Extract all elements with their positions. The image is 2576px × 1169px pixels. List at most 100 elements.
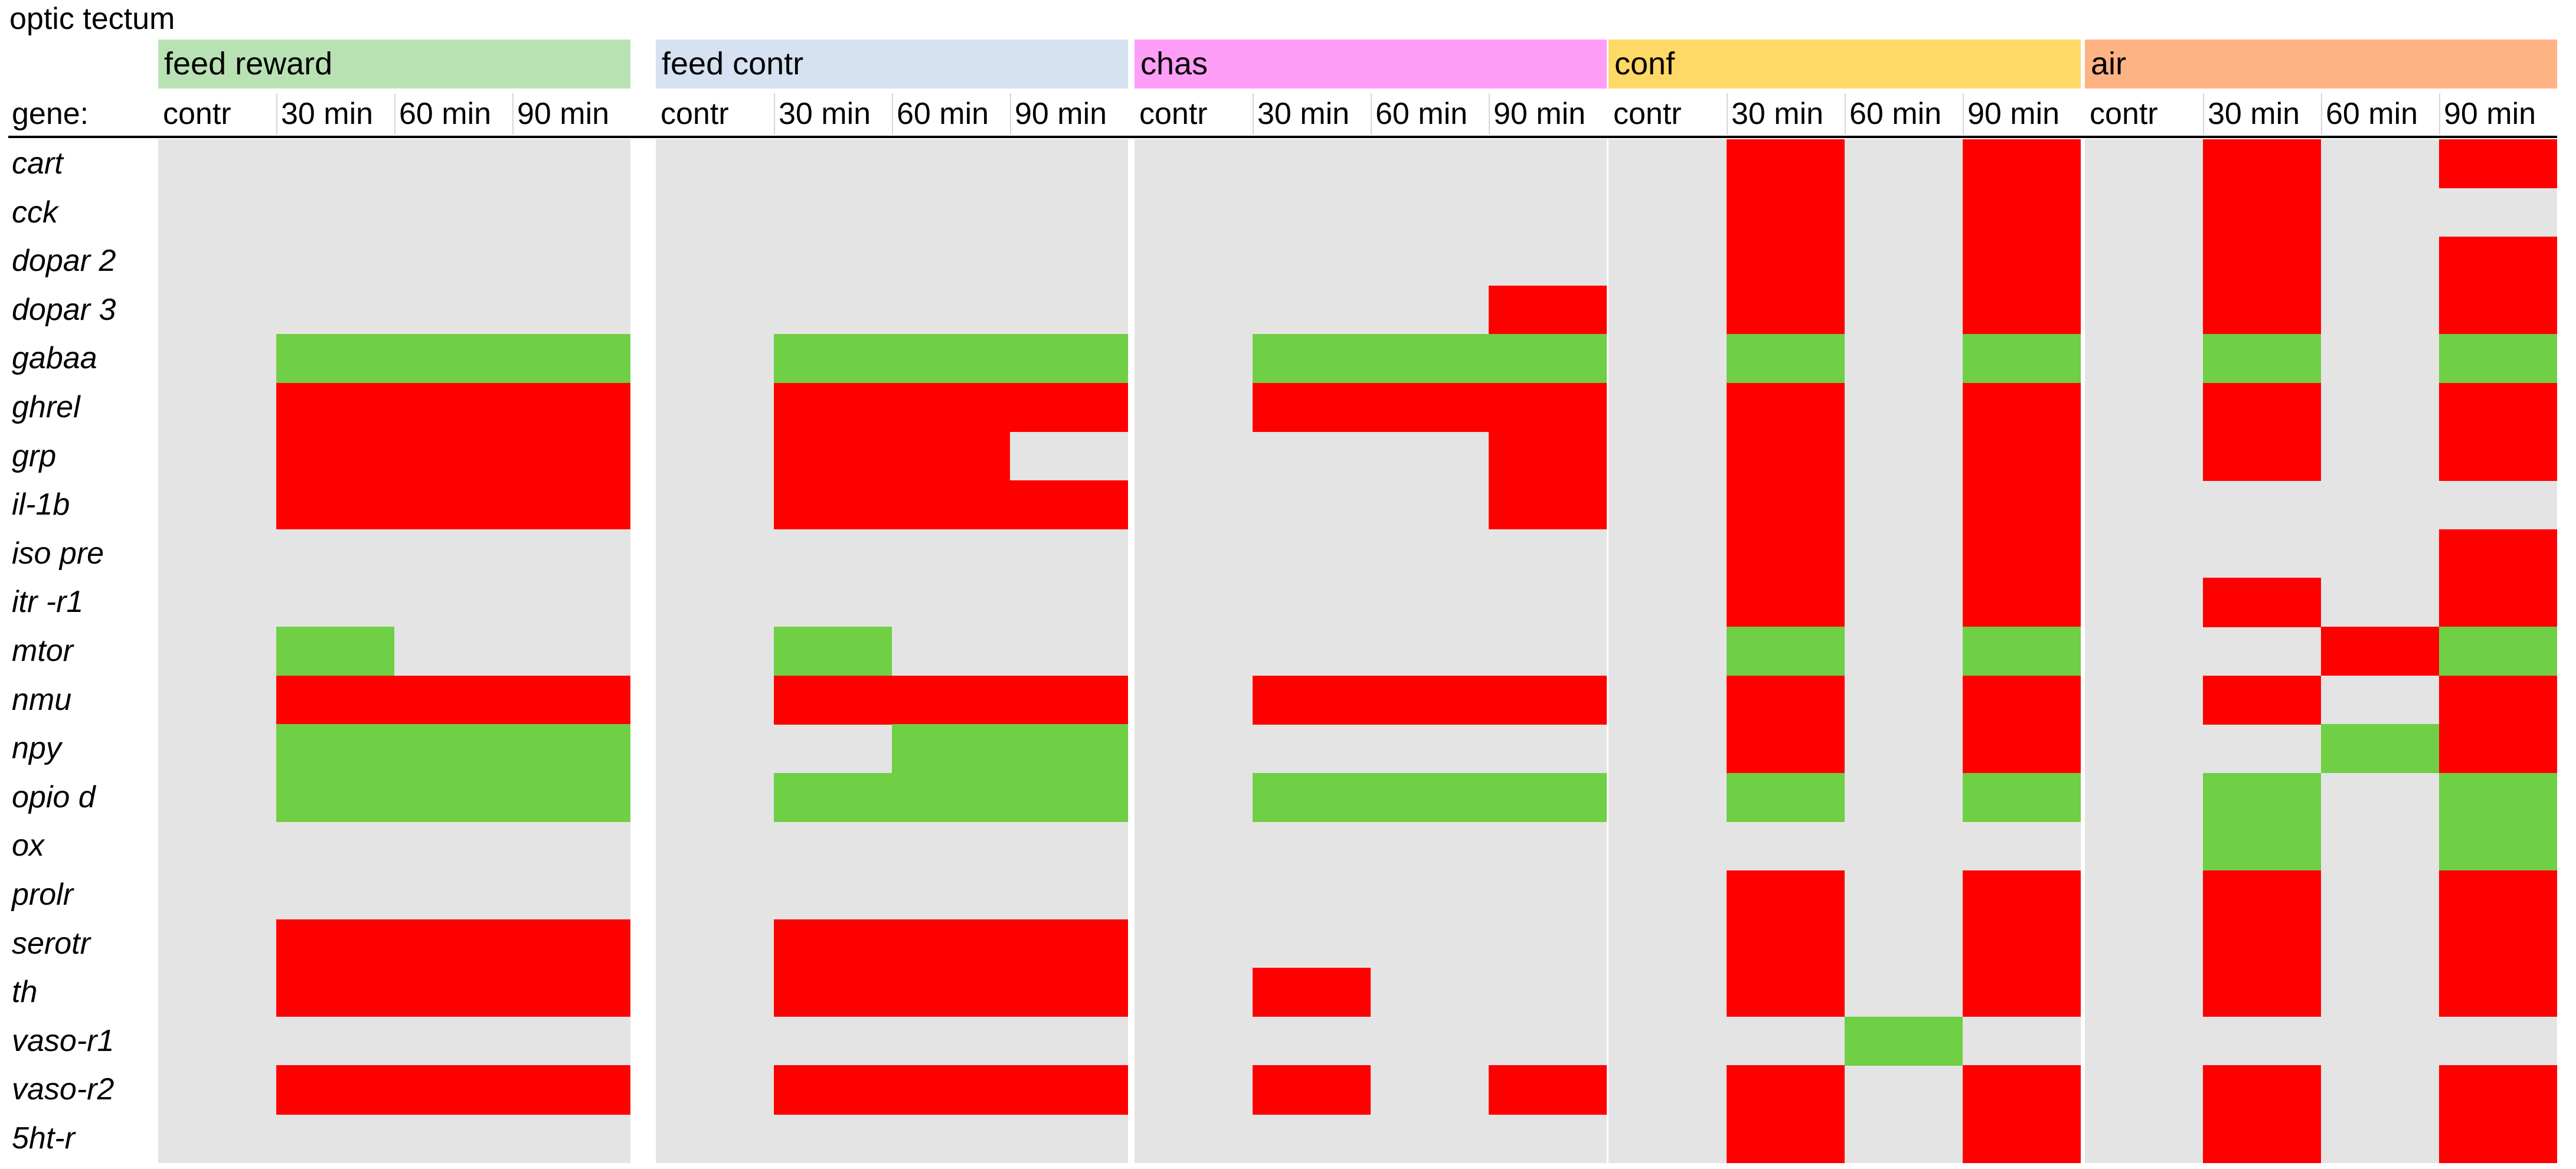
heatmap-cell <box>1727 675 1845 725</box>
heatmap-cell <box>1727 578 1845 627</box>
heatmap-cell <box>1963 529 2081 578</box>
heatmap-cell <box>394 383 512 433</box>
heatmap-cell <box>1010 772 1128 822</box>
heatmap-cell <box>1963 139 2081 189</box>
heatmap-cell <box>2439 968 2557 1017</box>
heatmap-cell <box>1963 383 2081 433</box>
heatmap-cell <box>1010 383 1128 433</box>
heatmap-cell <box>892 772 1010 822</box>
timepoint-label-0-3: 90 min <box>517 97 610 131</box>
gene-label-2: dopar 2 <box>12 244 116 279</box>
heatmap-cell <box>1489 675 1607 725</box>
header-rule <box>8 136 2557 138</box>
timepoint-label-4-1: 30 min <box>2208 97 2300 131</box>
gene-label-3: dopar 3 <box>12 292 116 327</box>
heatmap-cell <box>1845 1016 1963 1066</box>
heatmap-cell <box>1489 772 1607 822</box>
timepoint-label-0-1: 30 min <box>281 97 374 131</box>
heatmap-cell <box>2203 1065 2321 1115</box>
timepoint-label-3-0: contr <box>1613 97 1682 131</box>
heatmap-cell <box>892 480 1010 530</box>
heatmap-cell <box>276 675 394 725</box>
heatmap-cell <box>1727 431 1845 481</box>
heatmap-cell <box>892 919 1010 968</box>
heatmap-cell <box>2203 968 2321 1017</box>
heatmap-cell <box>394 1065 512 1115</box>
heatmap-cell <box>394 431 512 481</box>
heatmap-cell <box>2439 772 2557 822</box>
heatmap-cell <box>1963 480 2081 530</box>
heatmap-cell <box>774 431 892 481</box>
heatmap-cell <box>892 431 1010 481</box>
gene-label-9: itr -r1 <box>12 585 84 620</box>
heatmap-cell <box>1963 237 2081 286</box>
heatmap-cell <box>2203 675 2321 725</box>
heatmap-cell <box>2203 1114 2321 1164</box>
heatmap-cell <box>774 1065 892 1115</box>
heatmap-cell <box>276 383 394 433</box>
heatmap-cell <box>394 334 512 384</box>
heatmap-cell <box>276 627 394 676</box>
heatmap-cell <box>276 919 394 968</box>
gene-label-5: ghrel <box>12 390 80 424</box>
heatmap-cell <box>276 724 394 774</box>
timepoint-label-4-2: 60 min <box>2326 97 2418 131</box>
heatmap-cell <box>394 772 512 822</box>
group-header-2: chas <box>1135 40 1607 89</box>
gene-column-header: gene: <box>12 97 89 131</box>
heatmap-cell <box>2439 334 2557 384</box>
heatmap-cell <box>1371 772 1489 822</box>
heatmap-cell <box>512 919 630 968</box>
gene-label-15: prolr <box>12 877 74 912</box>
heatmap-cell <box>2203 285 2321 335</box>
gene-label-7: il-1b <box>12 487 70 522</box>
heatmap-cell <box>2203 919 2321 968</box>
heatmap-cell <box>2439 578 2557 627</box>
heatmap-cell <box>1010 480 1128 530</box>
timepoint-label-4-3: 90 min <box>2444 97 2536 131</box>
heatmap-cell <box>276 1065 394 1115</box>
timepoint-divider <box>2203 93 2204 135</box>
heatmap-cell <box>2439 431 2557 481</box>
gene-label-6: grp <box>12 438 57 473</box>
heatmap-cell <box>1010 675 1128 725</box>
timepoint-divider <box>276 93 277 135</box>
heatmap-cell <box>2203 578 2321 627</box>
heatmap-cell <box>2321 627 2439 676</box>
timepoint-label-3-2: 60 min <box>1849 97 1942 131</box>
gene-label-10: mtor <box>12 634 73 668</box>
heatmap-cell <box>774 383 892 433</box>
timepoint-divider <box>1963 93 1964 135</box>
heatmap-cell <box>2439 529 2557 578</box>
heatmap-cell <box>2203 821 2321 871</box>
heatmap-cell <box>2203 334 2321 384</box>
heatmap-cell <box>1253 383 1371 433</box>
heatmap-cell <box>2439 1065 2557 1115</box>
heatmap-cell <box>1727 1114 1845 1164</box>
heatmap-cell <box>1963 1065 2081 1115</box>
heatmap-cell <box>1010 968 1128 1017</box>
gene-label-18: vaso-r1 <box>12 1023 115 1058</box>
heatmap-cell <box>1963 919 2081 968</box>
heatmap-cell <box>2439 627 2557 676</box>
timepoint-label-0-0: contr <box>163 97 231 131</box>
heatmap-cell <box>2203 237 2321 286</box>
heatmap-cell <box>2439 675 2557 725</box>
heatmap-cell <box>774 675 892 725</box>
heatmap-cell <box>1371 334 1489 384</box>
heatmap-cell <box>774 480 892 530</box>
heatmap-cell <box>512 724 630 774</box>
timepoint-divider <box>774 93 775 135</box>
heatmap-cell <box>1727 529 1845 578</box>
heatmap-cell <box>2203 772 2321 822</box>
heatmap-cell <box>2439 919 2557 968</box>
heatmap-cell <box>892 334 1010 384</box>
heatmap-cell <box>1727 383 1845 433</box>
timepoint-label-2-1: 30 min <box>1257 97 1350 131</box>
heatmap-cell <box>512 480 630 530</box>
heatmap-cell <box>1253 1065 1371 1115</box>
heatmap-cell <box>774 772 892 822</box>
heatmap-cell <box>512 334 630 384</box>
heatmap-cell <box>1963 627 2081 676</box>
heatmap-cell <box>1727 188 1845 237</box>
